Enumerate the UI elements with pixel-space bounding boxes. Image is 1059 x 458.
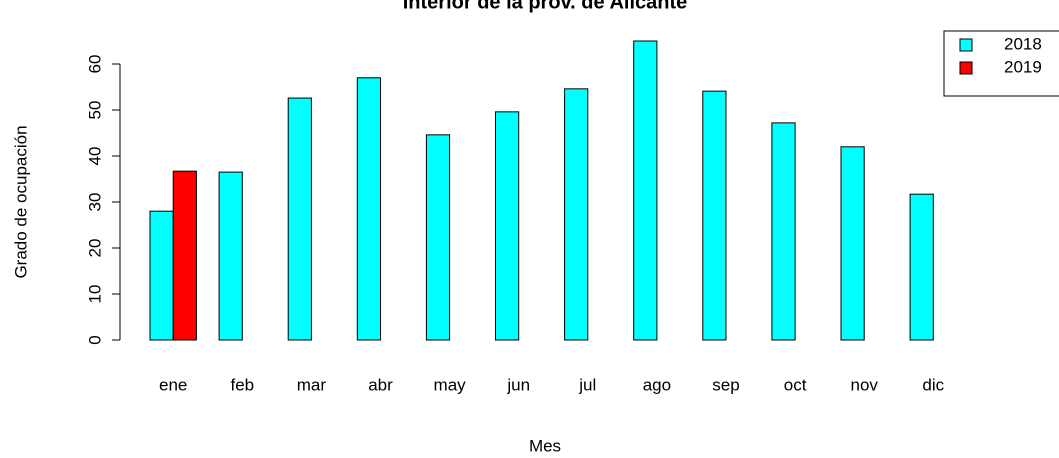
legend-label: 2019 [1004,57,1042,76]
bar [218,171,243,341]
y-tick-label: 30 [85,193,104,212]
legend-swatch [959,38,973,52]
x-tick-label: abr [368,375,393,394]
y-tick-label: 20 [85,239,104,258]
legend-box [943,30,1059,97]
y-tick-label: 10 [85,285,104,304]
bar [840,146,865,341]
x-tick-label: sep [712,375,739,394]
x-tick-label: mar [297,375,327,394]
x-tick-label: jun [506,375,530,394]
bar [909,193,934,341]
y-axis-label: Grado de ocupación [11,125,30,278]
y-tick-label: 40 [85,147,104,166]
y-tick-label: 60 [85,55,104,74]
bar [633,40,658,341]
x-tick-label: jul [578,375,596,394]
x-tick-label: nov [850,375,878,394]
y-tick-label: 50 [85,101,104,120]
bar [172,170,197,341]
bar [564,88,589,341]
x-tick-label: dic [922,375,944,394]
legend-label: 2018 [1004,34,1042,53]
bar [425,134,451,341]
bar [702,90,727,341]
y-tick-label: 0 [85,335,104,344]
x-tick-label: feb [230,375,254,394]
x-tick-label: ene [159,375,187,394]
bar [356,77,381,341]
x-axis-label: Mes [529,436,561,455]
x-tick-label: may [434,375,467,394]
x-tick-label: ago [643,375,671,394]
bar [149,210,174,341]
bar [287,97,312,341]
chart-title: Interior de la prov. de Alicante [403,0,688,13]
bar [771,122,796,341]
bar [495,111,520,341]
legend-swatch [959,61,973,75]
x-tick-label: oct [784,375,807,394]
